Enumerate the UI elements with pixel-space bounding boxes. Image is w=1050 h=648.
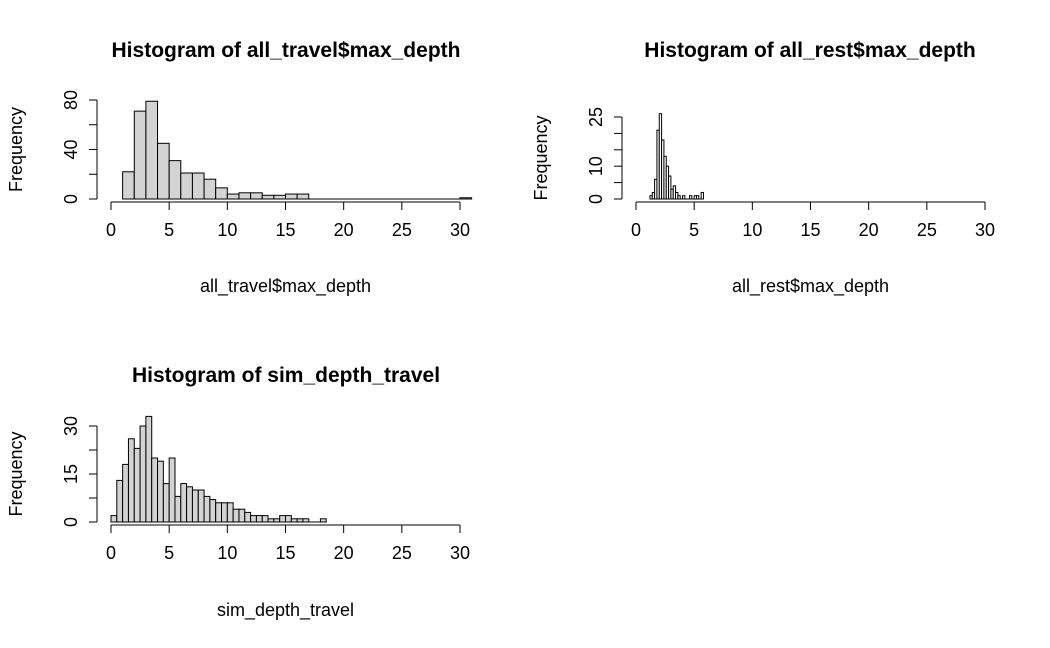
- histogram-bar: [139, 425, 147, 523]
- chart-title: Histogram of all_rest$max_depth: [644, 39, 975, 62]
- histogram-bar: [285, 515, 292, 523]
- x-tick-label: 5: [689, 220, 699, 240]
- histogram-bar: [133, 447, 141, 523]
- x-tick-label: 10: [217, 220, 237, 240]
- histogram-bar: [191, 172, 205, 200]
- y-axis-label: Frequency: [531, 115, 551, 200]
- histogram-bar: [261, 515, 269, 523]
- histogram-bar: [296, 193, 310, 200]
- histogram-bar: [168, 160, 182, 200]
- chart-title: Histogram of all_travel$max_depth: [112, 39, 461, 62]
- histogram-bar: [110, 515, 118, 523]
- histogram-bar: [261, 194, 275, 200]
- x-tick-label: 20: [859, 220, 879, 240]
- histogram-bar: [250, 515, 257, 523]
- histogram-bar: [151, 457, 159, 523]
- histogram-bar: [122, 463, 129, 523]
- histogram-bar: [226, 502, 234, 523]
- x-tick-label: 30: [450, 543, 470, 563]
- histogram-bar: [232, 508, 240, 523]
- histogram-bar: [133, 110, 147, 200]
- x-axis-label: sim_depth_travel: [217, 600, 354, 621]
- histogram-bar: [215, 187, 228, 200]
- histogram-bar: [162, 483, 170, 523]
- histogram-bar: [203, 495, 211, 523]
- histogram-bar: [250, 192, 263, 200]
- x-tick-label: 5: [164, 543, 174, 563]
- y-tick-label: 25: [586, 107, 606, 127]
- histogram-bar: [221, 502, 228, 523]
- y-axis-label: Frequency: [6, 431, 26, 516]
- histogram-bar: [145, 100, 159, 200]
- x-tick-label: 0: [631, 220, 641, 240]
- y-tick-label: 15: [61, 464, 81, 484]
- x-tick-label: 10: [217, 543, 237, 563]
- histogram-bar: [226, 193, 240, 200]
- histogram-bar: [238, 508, 246, 523]
- histogram-bar: [116, 479, 124, 523]
- y-tick-label: 80: [61, 90, 81, 110]
- x-tick-label: 0: [106, 543, 116, 563]
- x-tick-label: 5: [164, 220, 174, 240]
- histogram-bar: [168, 457, 176, 523]
- histogram-bar: [273, 194, 286, 200]
- histogram-bar: [127, 438, 135, 523]
- x-axis-label: all_rest$max_depth: [732, 276, 889, 297]
- histogram-bar: [180, 483, 188, 523]
- histogram-bar: [215, 502, 223, 523]
- x-axis-label: all_travel$max_depth: [200, 276, 371, 297]
- x-tick-label: 15: [275, 543, 295, 563]
- histogram-bar: [238, 192, 252, 200]
- y-tick-label: 0: [61, 194, 81, 204]
- x-tick-label: 10: [742, 220, 762, 240]
- x-tick-label: 15: [800, 220, 820, 240]
- histogram-bar: [244, 511, 252, 523]
- histogram-bar: [279, 515, 286, 523]
- histogram-bar: [174, 495, 182, 523]
- x-tick-label: 20: [334, 543, 354, 563]
- x-tick-label: 25: [917, 220, 937, 240]
- x-tick-label: 25: [392, 543, 412, 563]
- y-axis-label: Frequency: [6, 107, 26, 192]
- histogram-bar: [191, 489, 199, 523]
- y-tick-label: 0: [61, 517, 81, 527]
- y-tick-label: 10: [586, 156, 606, 176]
- x-tick-label: 20: [334, 220, 354, 240]
- histogram-bar: [145, 415, 153, 523]
- histogram-bar: [157, 460, 164, 523]
- y-tick-label: 0: [586, 194, 606, 204]
- histogram-bar: [203, 178, 217, 200]
- y-tick-label: 30: [61, 416, 81, 436]
- y-tick-label: 40: [61, 139, 81, 159]
- histogram-bar: [197, 489, 205, 523]
- histogram-bar: [209, 499, 217, 523]
- x-tick-label: 30: [975, 220, 995, 240]
- histogram-bar: [700, 191, 704, 200]
- histogram-bar: [122, 171, 135, 200]
- histogram-bar: [180, 172, 193, 200]
- histogram-bar: [255, 515, 263, 523]
- x-tick-label: 30: [450, 220, 470, 240]
- x-tick-label: 25: [392, 220, 412, 240]
- histogram-bar: [157, 142, 170, 200]
- x-tick-label: 15: [275, 220, 295, 240]
- histogram-bar: [285, 193, 298, 200]
- chart-title: Histogram of sim_depth_travel: [132, 364, 440, 387]
- x-tick-label: 0: [106, 220, 116, 240]
- histogram-bar: [186, 486, 193, 523]
